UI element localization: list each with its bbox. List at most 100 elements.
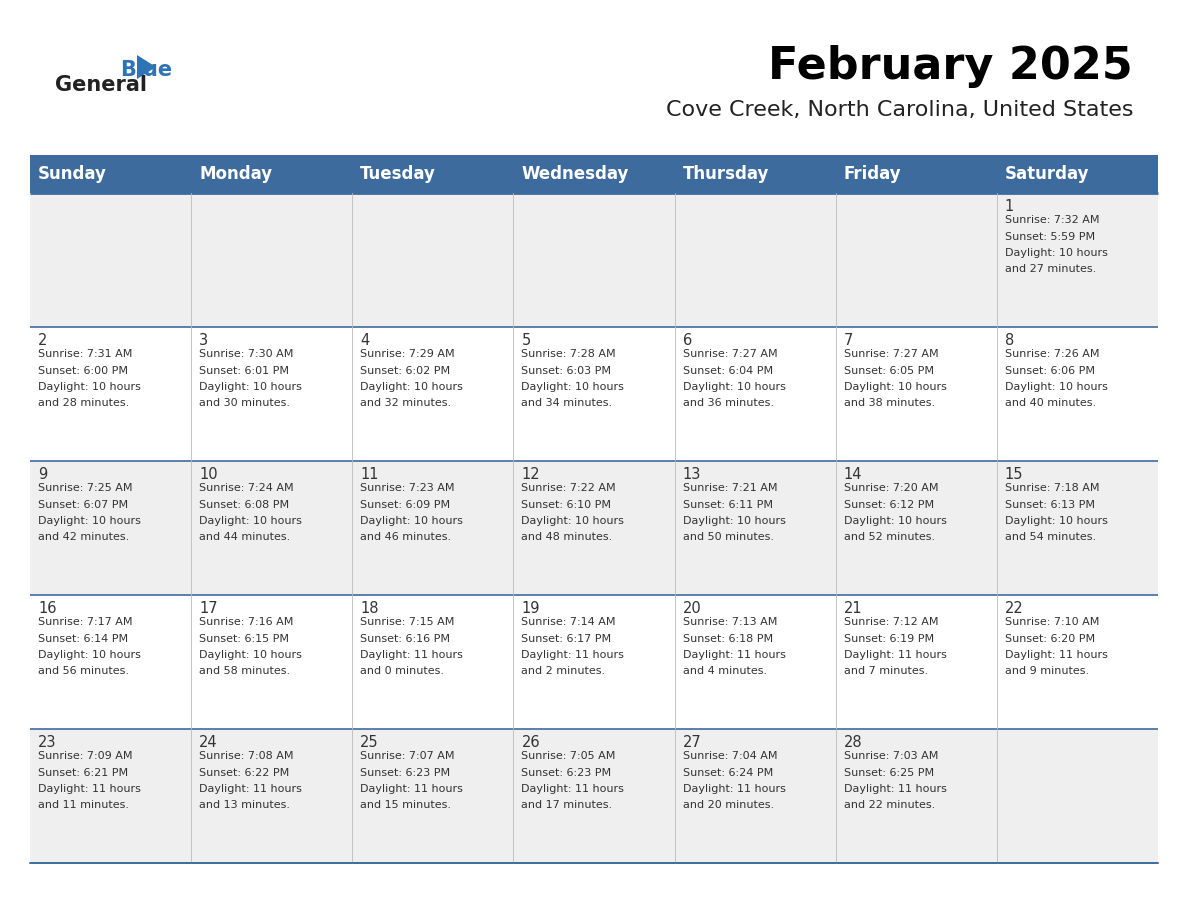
Bar [835, 155, 997, 193]
Text: Daylight: 10 hours: Daylight: 10 hours [200, 516, 302, 526]
Bar [191, 595, 353, 729]
Text: Sunrise: 7:13 AM: Sunrise: 7:13 AM [683, 617, 777, 627]
Text: 21: 21 [843, 601, 862, 616]
Text: February 2025: February 2025 [769, 45, 1133, 88]
Text: Sunset: 6:06 PM: Sunset: 6:06 PM [1005, 365, 1095, 375]
Bar [513, 327, 675, 461]
Text: Daylight: 10 hours: Daylight: 10 hours [200, 650, 302, 660]
Text: Sunrise: 7:28 AM: Sunrise: 7:28 AM [522, 349, 617, 359]
Text: Sunset: 6:09 PM: Sunset: 6:09 PM [360, 499, 450, 509]
Text: Sunset: 6:18 PM: Sunset: 6:18 PM [683, 633, 772, 644]
Text: and 4 minutes.: and 4 minutes. [683, 666, 766, 677]
Text: Sunrise: 7:22 AM: Sunrise: 7:22 AM [522, 483, 617, 493]
Text: Sunrise: 7:09 AM: Sunrise: 7:09 AM [38, 751, 133, 761]
Text: Sunset: 6:23 PM: Sunset: 6:23 PM [360, 767, 450, 778]
Text: Daylight: 10 hours: Daylight: 10 hours [1005, 248, 1107, 258]
Text: Sunrise: 7:07 AM: Sunrise: 7:07 AM [360, 751, 455, 761]
Text: and 9 minutes.: and 9 minutes. [1005, 666, 1089, 677]
Text: Blue: Blue [120, 60, 172, 80]
Text: Sunrise: 7:15 AM: Sunrise: 7:15 AM [360, 617, 455, 627]
Text: Daylight: 10 hours: Daylight: 10 hours [683, 516, 785, 526]
Bar [835, 595, 997, 729]
Text: and 42 minutes.: and 42 minutes. [38, 532, 129, 543]
Text: Sunset: 6:24 PM: Sunset: 6:24 PM [683, 767, 773, 778]
Text: Tuesday: Tuesday [360, 165, 436, 183]
Text: 26: 26 [522, 735, 541, 750]
Text: Sunset: 6:21 PM: Sunset: 6:21 PM [38, 767, 128, 778]
Text: and 11 minutes.: and 11 minutes. [38, 800, 129, 811]
Text: Sunrise: 7:17 AM: Sunrise: 7:17 AM [38, 617, 133, 627]
Text: 1: 1 [1005, 199, 1015, 214]
Text: 14: 14 [843, 467, 862, 482]
Text: and 22 minutes.: and 22 minutes. [843, 800, 935, 811]
Bar [353, 327, 513, 461]
Text: Daylight: 11 hours: Daylight: 11 hours [683, 650, 785, 660]
Bar [997, 461, 1158, 595]
Text: 3: 3 [200, 333, 208, 348]
Text: Friday: Friday [843, 165, 902, 183]
Text: Daylight: 10 hours: Daylight: 10 hours [38, 382, 141, 392]
Bar [835, 327, 997, 461]
Text: Daylight: 10 hours: Daylight: 10 hours [522, 516, 625, 526]
Text: 15: 15 [1005, 467, 1023, 482]
Text: and 15 minutes.: and 15 minutes. [360, 800, 451, 811]
Bar [30, 155, 191, 193]
Text: Daylight: 11 hours: Daylight: 11 hours [522, 784, 625, 794]
Bar [835, 193, 997, 327]
Text: and 44 minutes.: and 44 minutes. [200, 532, 290, 543]
Text: 28: 28 [843, 735, 862, 750]
Text: and 38 minutes.: and 38 minutes. [843, 398, 935, 409]
Text: and 13 minutes.: and 13 minutes. [200, 800, 290, 811]
Text: Sunrise: 7:10 AM: Sunrise: 7:10 AM [1005, 617, 1099, 627]
Text: and 2 minutes.: and 2 minutes. [522, 666, 606, 677]
Text: Daylight: 10 hours: Daylight: 10 hours [38, 516, 141, 526]
Bar [675, 461, 835, 595]
Text: Daylight: 10 hours: Daylight: 10 hours [522, 382, 625, 392]
Bar [835, 729, 997, 863]
Text: and 30 minutes.: and 30 minutes. [200, 398, 290, 409]
Text: and 32 minutes.: and 32 minutes. [360, 398, 451, 409]
Bar [353, 193, 513, 327]
Bar [191, 193, 353, 327]
Bar [30, 461, 191, 595]
Text: 20: 20 [683, 601, 701, 616]
Text: Sunrise: 7:31 AM: Sunrise: 7:31 AM [38, 349, 132, 359]
Text: 9: 9 [38, 467, 48, 482]
Text: Sunset: 6:01 PM: Sunset: 6:01 PM [200, 365, 289, 375]
Text: Daylight: 11 hours: Daylight: 11 hours [843, 650, 947, 660]
Text: and 27 minutes.: and 27 minutes. [1005, 264, 1097, 274]
Bar [353, 729, 513, 863]
Text: 16: 16 [38, 601, 57, 616]
Text: and 46 minutes.: and 46 minutes. [360, 532, 451, 543]
Polygon shape [137, 55, 156, 79]
Text: Sunset: 6:10 PM: Sunset: 6:10 PM [522, 499, 612, 509]
Text: and 28 minutes.: and 28 minutes. [38, 398, 129, 409]
Text: 5: 5 [522, 333, 531, 348]
Bar [675, 327, 835, 461]
Bar [675, 155, 835, 193]
Text: Sunset: 6:12 PM: Sunset: 6:12 PM [843, 499, 934, 509]
Bar [835, 461, 997, 595]
Text: Wednesday: Wednesday [522, 165, 628, 183]
Bar [997, 729, 1158, 863]
Text: Daylight: 11 hours: Daylight: 11 hours [360, 650, 463, 660]
Text: and 54 minutes.: and 54 minutes. [1005, 532, 1097, 543]
Text: Sunrise: 7:03 AM: Sunrise: 7:03 AM [843, 751, 939, 761]
Text: Daylight: 11 hours: Daylight: 11 hours [38, 784, 141, 794]
Text: 24: 24 [200, 735, 217, 750]
Text: Sunset: 6:23 PM: Sunset: 6:23 PM [522, 767, 612, 778]
Text: 19: 19 [522, 601, 539, 616]
Bar [30, 327, 191, 461]
Text: Sunset: 6:16 PM: Sunset: 6:16 PM [360, 633, 450, 644]
Text: Sunset: 6:11 PM: Sunset: 6:11 PM [683, 499, 772, 509]
Text: General: General [55, 75, 147, 95]
Bar [513, 729, 675, 863]
Bar [997, 595, 1158, 729]
Text: Sunset: 6:02 PM: Sunset: 6:02 PM [360, 365, 450, 375]
Text: and 48 minutes.: and 48 minutes. [522, 532, 613, 543]
Text: Sunset: 6:08 PM: Sunset: 6:08 PM [200, 499, 289, 509]
Bar [30, 595, 191, 729]
Text: and 40 minutes.: and 40 minutes. [1005, 398, 1097, 409]
Bar [675, 193, 835, 327]
Text: and 56 minutes.: and 56 minutes. [38, 666, 129, 677]
